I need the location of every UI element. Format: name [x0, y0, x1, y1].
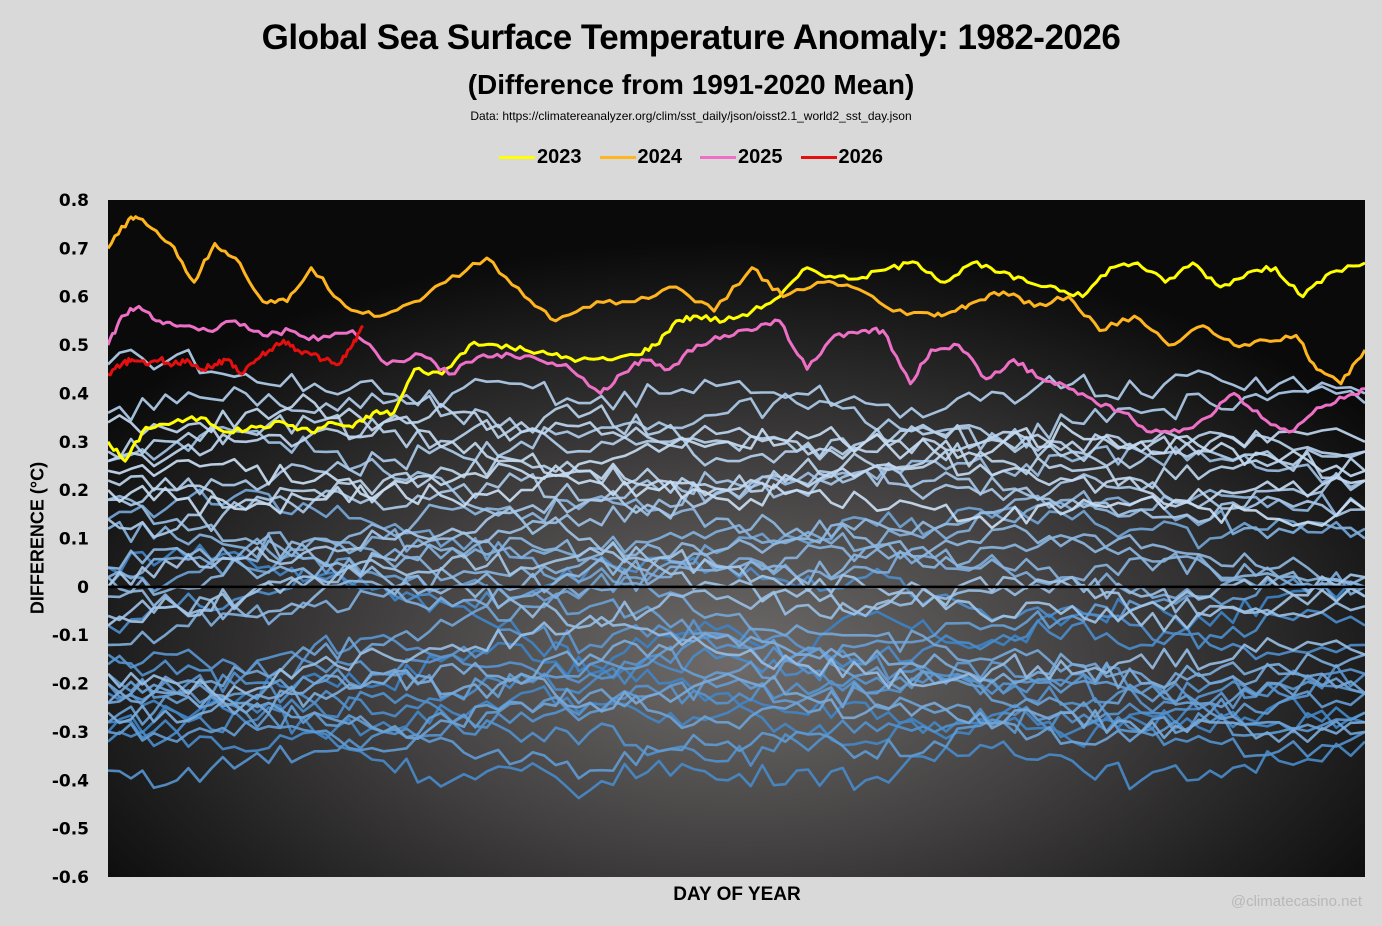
legend-label-2025: 2025	[738, 146, 783, 168]
x-axis-label: DAY OF YEAR	[673, 884, 801, 905]
data-source: Data: https://climatereanalyzer.org/clim…	[470, 109, 912, 123]
y-tick-label: -0.2	[52, 675, 89, 695]
y-tick-label: -0.4	[52, 771, 89, 791]
series-line-2025	[108, 304, 1365, 434]
y-tick-label: 0.3	[59, 433, 89, 453]
series-line-2007	[108, 494, 1365, 690]
legend-label-2024: 2024	[637, 146, 683, 168]
series-line-2000	[108, 632, 1365, 725]
y-tick-label: 0.7	[59, 239, 89, 259]
y-tick-label: 0.6	[59, 288, 89, 308]
series-line-2008	[108, 575, 1365, 703]
y-tick-label: -0.3	[52, 723, 89, 743]
y-axis-label: DIFFERENCE (°C)	[27, 461, 48, 615]
legend-swatch-2026	[800, 156, 837, 159]
series-line-2022	[108, 457, 1365, 530]
series-line-2014	[108, 385, 1365, 507]
series-line-2020	[108, 393, 1365, 508]
legend-swatch-2025	[700, 156, 736, 159]
series-line-2005	[108, 495, 1365, 586]
watermark: @climatecasino.net	[1230, 893, 1362, 910]
series-line-1998	[108, 488, 1365, 695]
series-line-1999	[108, 668, 1365, 743]
series-line-2024	[108, 215, 1365, 386]
series-line-2011	[108, 541, 1365, 627]
series-line-2026	[108, 324, 365, 377]
y-tick-label: 0.2	[59, 481, 89, 501]
chart-title: Global Sea Surface Temperature Anomaly: …	[261, 18, 1121, 57]
series-line-1989	[108, 663, 1365, 790]
legend-item-2025: 2025	[700, 146, 783, 169]
y-tick-label: 0.5	[59, 336, 89, 356]
series-line-2016	[108, 348, 1365, 472]
legend-swatch-2023	[499, 156, 535, 159]
y-tick-label: -0.5	[52, 820, 89, 840]
y-tick-label: 0	[77, 578, 89, 598]
series-line-2012	[108, 464, 1365, 588]
y-tick-label: 0.4	[59, 384, 89, 404]
series-line-2021	[108, 421, 1365, 517]
chart-subtitle: (Difference from 1991-2020 Mean)	[467, 69, 915, 100]
legend-item-2026: 2026	[800, 146, 884, 169]
legend-item-2024: 2024	[599, 146, 683, 169]
y-tick-label: -0.6	[52, 868, 89, 888]
legend-label-2026: 2026	[838, 146, 884, 168]
y-axis-ticks: 0.8 0.7 0.6 0.5 0.4 0.3 0.2 0.1 0 -0.1 -0.2 -0.3 -0.…	[52, 191, 89, 888]
historical-series-group	[108, 348, 1365, 800]
y-tick-label: 0.1	[59, 530, 89, 550]
legend-item-2023: 2023	[499, 146, 582, 169]
legend: 2023 2024 2025 2026	[0, 146, 1382, 169]
series-line-1990	[108, 633, 1365, 714]
legend-label-2023: 2023	[537, 146, 582, 168]
y-tick-label: 0.8	[59, 191, 89, 211]
legend-swatch-2024	[599, 156, 636, 159]
series-line-2015	[108, 369, 1365, 422]
highlight-series-group	[108, 215, 1365, 463]
series-line-2023	[108, 260, 1365, 463]
y-tick-label: -0.1	[52, 626, 89, 646]
